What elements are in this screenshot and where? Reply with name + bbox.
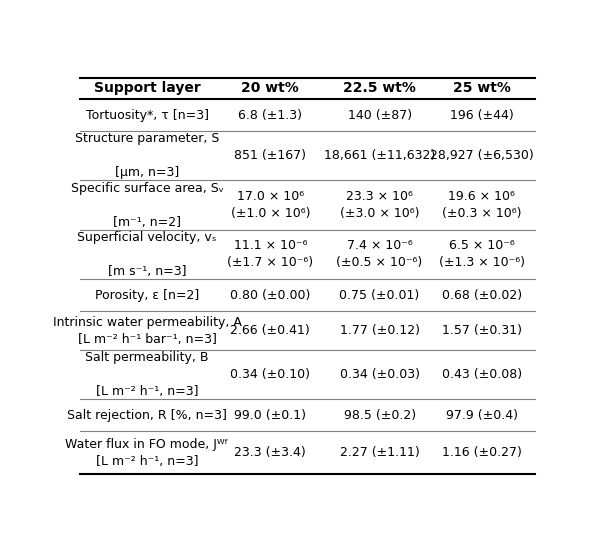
Text: Porosity, ε [n=2]: Porosity, ε [n=2] xyxy=(95,289,199,302)
Text: 6.5 × 10⁻⁶
(±1.3 × 10⁻⁶): 6.5 × 10⁻⁶ (±1.3 × 10⁻⁶) xyxy=(439,240,525,270)
Text: 1.57 (±0.31): 1.57 (±0.31) xyxy=(442,324,522,337)
Text: 2.66 (±0.41): 2.66 (±0.41) xyxy=(230,324,310,337)
Text: Salt rejection, R [%, n=3]: Salt rejection, R [%, n=3] xyxy=(67,409,227,422)
Text: 196 (±44): 196 (±44) xyxy=(450,109,514,121)
Text: Intrinsic water permeability, A
[L m⁻² h⁻¹ bar⁻¹, n=3]: Intrinsic water permeability, A [L m⁻² h… xyxy=(53,316,242,345)
Text: Salt permeability, B
 
[L m⁻² h⁻¹, n=3]: Salt permeability, B [L m⁻² h⁻¹, n=3] xyxy=(85,351,209,398)
Text: 23.3 (±3.4): 23.3 (±3.4) xyxy=(235,446,306,460)
Text: 97.9 (±0.4): 97.9 (±0.4) xyxy=(446,409,518,422)
Text: 0.34 (±0.10): 0.34 (±0.10) xyxy=(230,368,310,381)
Text: 17.0 × 10⁶
(±1.0 × 10⁶): 17.0 × 10⁶ (±1.0 × 10⁶) xyxy=(230,190,310,220)
Text: 0.75 (±0.01): 0.75 (±0.01) xyxy=(340,289,420,302)
Text: 6.8 (±1.3): 6.8 (±1.3) xyxy=(238,109,302,121)
Text: 140 (±87): 140 (±87) xyxy=(347,109,412,121)
Text: 7.4 × 10⁻⁶
(±0.5 × 10⁻⁶): 7.4 × 10⁻⁶ (±0.5 × 10⁻⁶) xyxy=(337,240,422,270)
Text: 18,661 (±11,632): 18,661 (±11,632) xyxy=(324,149,435,162)
Text: 23.3 × 10⁶
(±3.0 × 10⁶): 23.3 × 10⁶ (±3.0 × 10⁶) xyxy=(340,190,419,220)
Text: 28,927 (±6,530): 28,927 (±6,530) xyxy=(430,149,534,162)
Text: 0.80 (±0.00): 0.80 (±0.00) xyxy=(230,289,310,302)
Text: Superficial velocity, vₛ
 
[m s⁻¹, n=3]: Superficial velocity, vₛ [m s⁻¹, n=3] xyxy=(77,231,217,278)
Text: 1.77 (±0.12): 1.77 (±0.12) xyxy=(340,324,419,337)
Text: 99.0 (±0.1): 99.0 (±0.1) xyxy=(234,409,306,422)
Text: Water flux in FO mode, Jᵂᶠ
[L m⁻² h⁻¹, n=3]: Water flux in FO mode, Jᵂᶠ [L m⁻² h⁻¹, n… xyxy=(65,438,229,468)
Text: 20 wt%: 20 wt% xyxy=(241,81,299,95)
Text: 98.5 (±0.2): 98.5 (±0.2) xyxy=(344,409,416,422)
Text: Support layer: Support layer xyxy=(94,81,200,95)
Text: 2.27 (±1.11): 2.27 (±1.11) xyxy=(340,446,419,460)
Text: 22.5 wt%: 22.5 wt% xyxy=(343,81,416,95)
Text: 0.68 (±0.02): 0.68 (±0.02) xyxy=(442,289,522,302)
Text: Structure parameter, S
 
[μm, n=3]: Structure parameter, S [μm, n=3] xyxy=(75,133,219,179)
Text: 0.43 (±0.08): 0.43 (±0.08) xyxy=(442,368,522,381)
Text: Tortuosity*, τ [n=3]: Tortuosity*, τ [n=3] xyxy=(86,109,209,121)
Text: 1.16 (±0.27): 1.16 (±0.27) xyxy=(442,446,522,460)
Text: 851 (±167): 851 (±167) xyxy=(234,149,306,162)
Text: 0.34 (±0.03): 0.34 (±0.03) xyxy=(340,368,419,381)
Text: 11.1 × 10⁻⁶
(±1.7 × 10⁻⁶): 11.1 × 10⁻⁶ (±1.7 × 10⁻⁶) xyxy=(227,240,313,270)
Text: 19.6 × 10⁶
(±0.3 × 10⁶): 19.6 × 10⁶ (±0.3 × 10⁶) xyxy=(442,190,521,220)
Text: Specific surface area, Sᵥ
 
[m⁻¹, n=2]: Specific surface area, Sᵥ [m⁻¹, n=2] xyxy=(71,182,224,229)
Text: 25 wt%: 25 wt% xyxy=(453,81,511,95)
